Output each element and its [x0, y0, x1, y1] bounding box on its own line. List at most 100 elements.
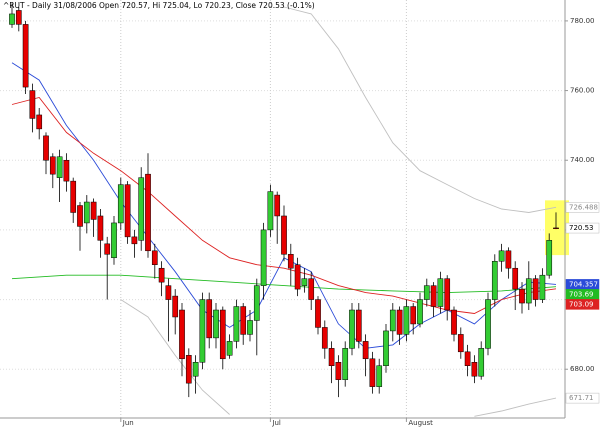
candle-body [131, 236, 138, 245]
candle-body [83, 201, 90, 224]
candle-body [457, 334, 464, 353]
candle-body [63, 159, 70, 182]
candle-body [77, 205, 83, 227]
candle-body [301, 278, 308, 286]
candle-body [117, 184, 124, 224]
candle-body [56, 156, 63, 178]
candle-body [308, 278, 315, 300]
candle-body [172, 295, 179, 318]
value-label: 704.357 [569, 280, 598, 288]
candle-body [213, 309, 219, 339]
indicator-line [11, 274, 557, 294]
indicator-line [283, 6, 557, 213]
value-label: 671.71 [569, 394, 594, 402]
value-label: 726.488 [569, 203, 598, 211]
candle-body [185, 355, 192, 384]
candle-body [253, 285, 260, 321]
candle-body [321, 327, 328, 349]
candle-body [274, 194, 281, 217]
candle-body [485, 299, 491, 349]
candle-body [179, 309, 185, 360]
candle-body [430, 285, 437, 307]
candle-body [111, 222, 117, 259]
candle-body [417, 299, 423, 325]
indicator-line [474, 397, 557, 417]
candle-body [287, 254, 294, 269]
candle-body [532, 278, 539, 300]
candle-body [546, 240, 553, 276]
y-tick-label: 740.00 [570, 156, 595, 164]
candle-body [15, 10, 22, 25]
x-tick-label: Jul [271, 419, 281, 427]
candle-body [226, 341, 233, 356]
candle-body [478, 348, 485, 377]
candle-body [437, 278, 444, 307]
candle-body [396, 309, 403, 335]
candle-body [519, 288, 525, 304]
candle-body [267, 191, 274, 231]
candle-body [553, 227, 559, 229]
candle-body [410, 306, 417, 325]
value-label-box [565, 299, 600, 310]
candle-body [36, 114, 43, 130]
chart-title: ^RUT - Daily 31/08/2006 Open 720.57, Hi … [3, 1, 315, 10]
candle-body [233, 306, 240, 342]
candle-body [525, 278, 532, 304]
candle-body [369, 358, 376, 387]
last-value-labels: 726.488 704.357 703.69 703.09 671.71 720.53 [565, 202, 600, 404]
y-tick-label: 760.00 [570, 87, 595, 95]
x-tick-label: Jun [122, 419, 134, 427]
candle-body [342, 348, 349, 380]
indicator-line [11, 96, 557, 314]
candle-body [219, 309, 226, 360]
candle-body [294, 264, 301, 290]
candle-body [376, 365, 383, 387]
candle-body [158, 267, 165, 283]
value-label-box [565, 392, 600, 404]
value-label-box [565, 202, 600, 213]
candle-body [281, 215, 287, 255]
y-tick-label: 780.00 [570, 17, 595, 25]
indicator-line [120, 299, 230, 415]
candle-body [362, 341, 369, 360]
candle-body [260, 229, 267, 286]
value-label: 703.09 [569, 300, 594, 308]
candle-body [328, 348, 335, 367]
candle-body [124, 184, 131, 238]
candle-body [49, 156, 56, 175]
value-label-box [565, 222, 600, 234]
plot-area [9, 3, 559, 417]
candle-body [240, 306, 247, 335]
x-tick-label: August [408, 419, 433, 427]
candle-body [505, 250, 512, 269]
candle-body [22, 24, 29, 88]
candle-body [151, 250, 158, 265]
candle-body [138, 177, 145, 241]
candle-body [539, 274, 546, 300]
candle-body [389, 309, 396, 332]
candle-body [498, 250, 505, 262]
candle-body [29, 90, 36, 119]
candle-body [349, 309, 355, 349]
candle-body [403, 306, 410, 335]
candle-body [104, 243, 111, 255]
candle-body [491, 261, 498, 300]
candle-body [97, 215, 104, 241]
candle-body [383, 330, 389, 366]
candle-body [192, 362, 199, 377]
candle-body [451, 309, 457, 335]
candle-body [355, 309, 362, 342]
candle-body [43, 135, 49, 161]
candle-body [9, 13, 15, 25]
candle-body [165, 285, 172, 300]
candle-body [335, 362, 342, 380]
candle-body [247, 320, 253, 335]
candle-body [464, 351, 471, 367]
candle-body [90, 201, 97, 220]
candle-body [206, 299, 213, 339]
candle-body [145, 173, 151, 252]
candle-body [444, 278, 451, 311]
candle-body [512, 267, 519, 290]
candle-body [70, 180, 77, 213]
